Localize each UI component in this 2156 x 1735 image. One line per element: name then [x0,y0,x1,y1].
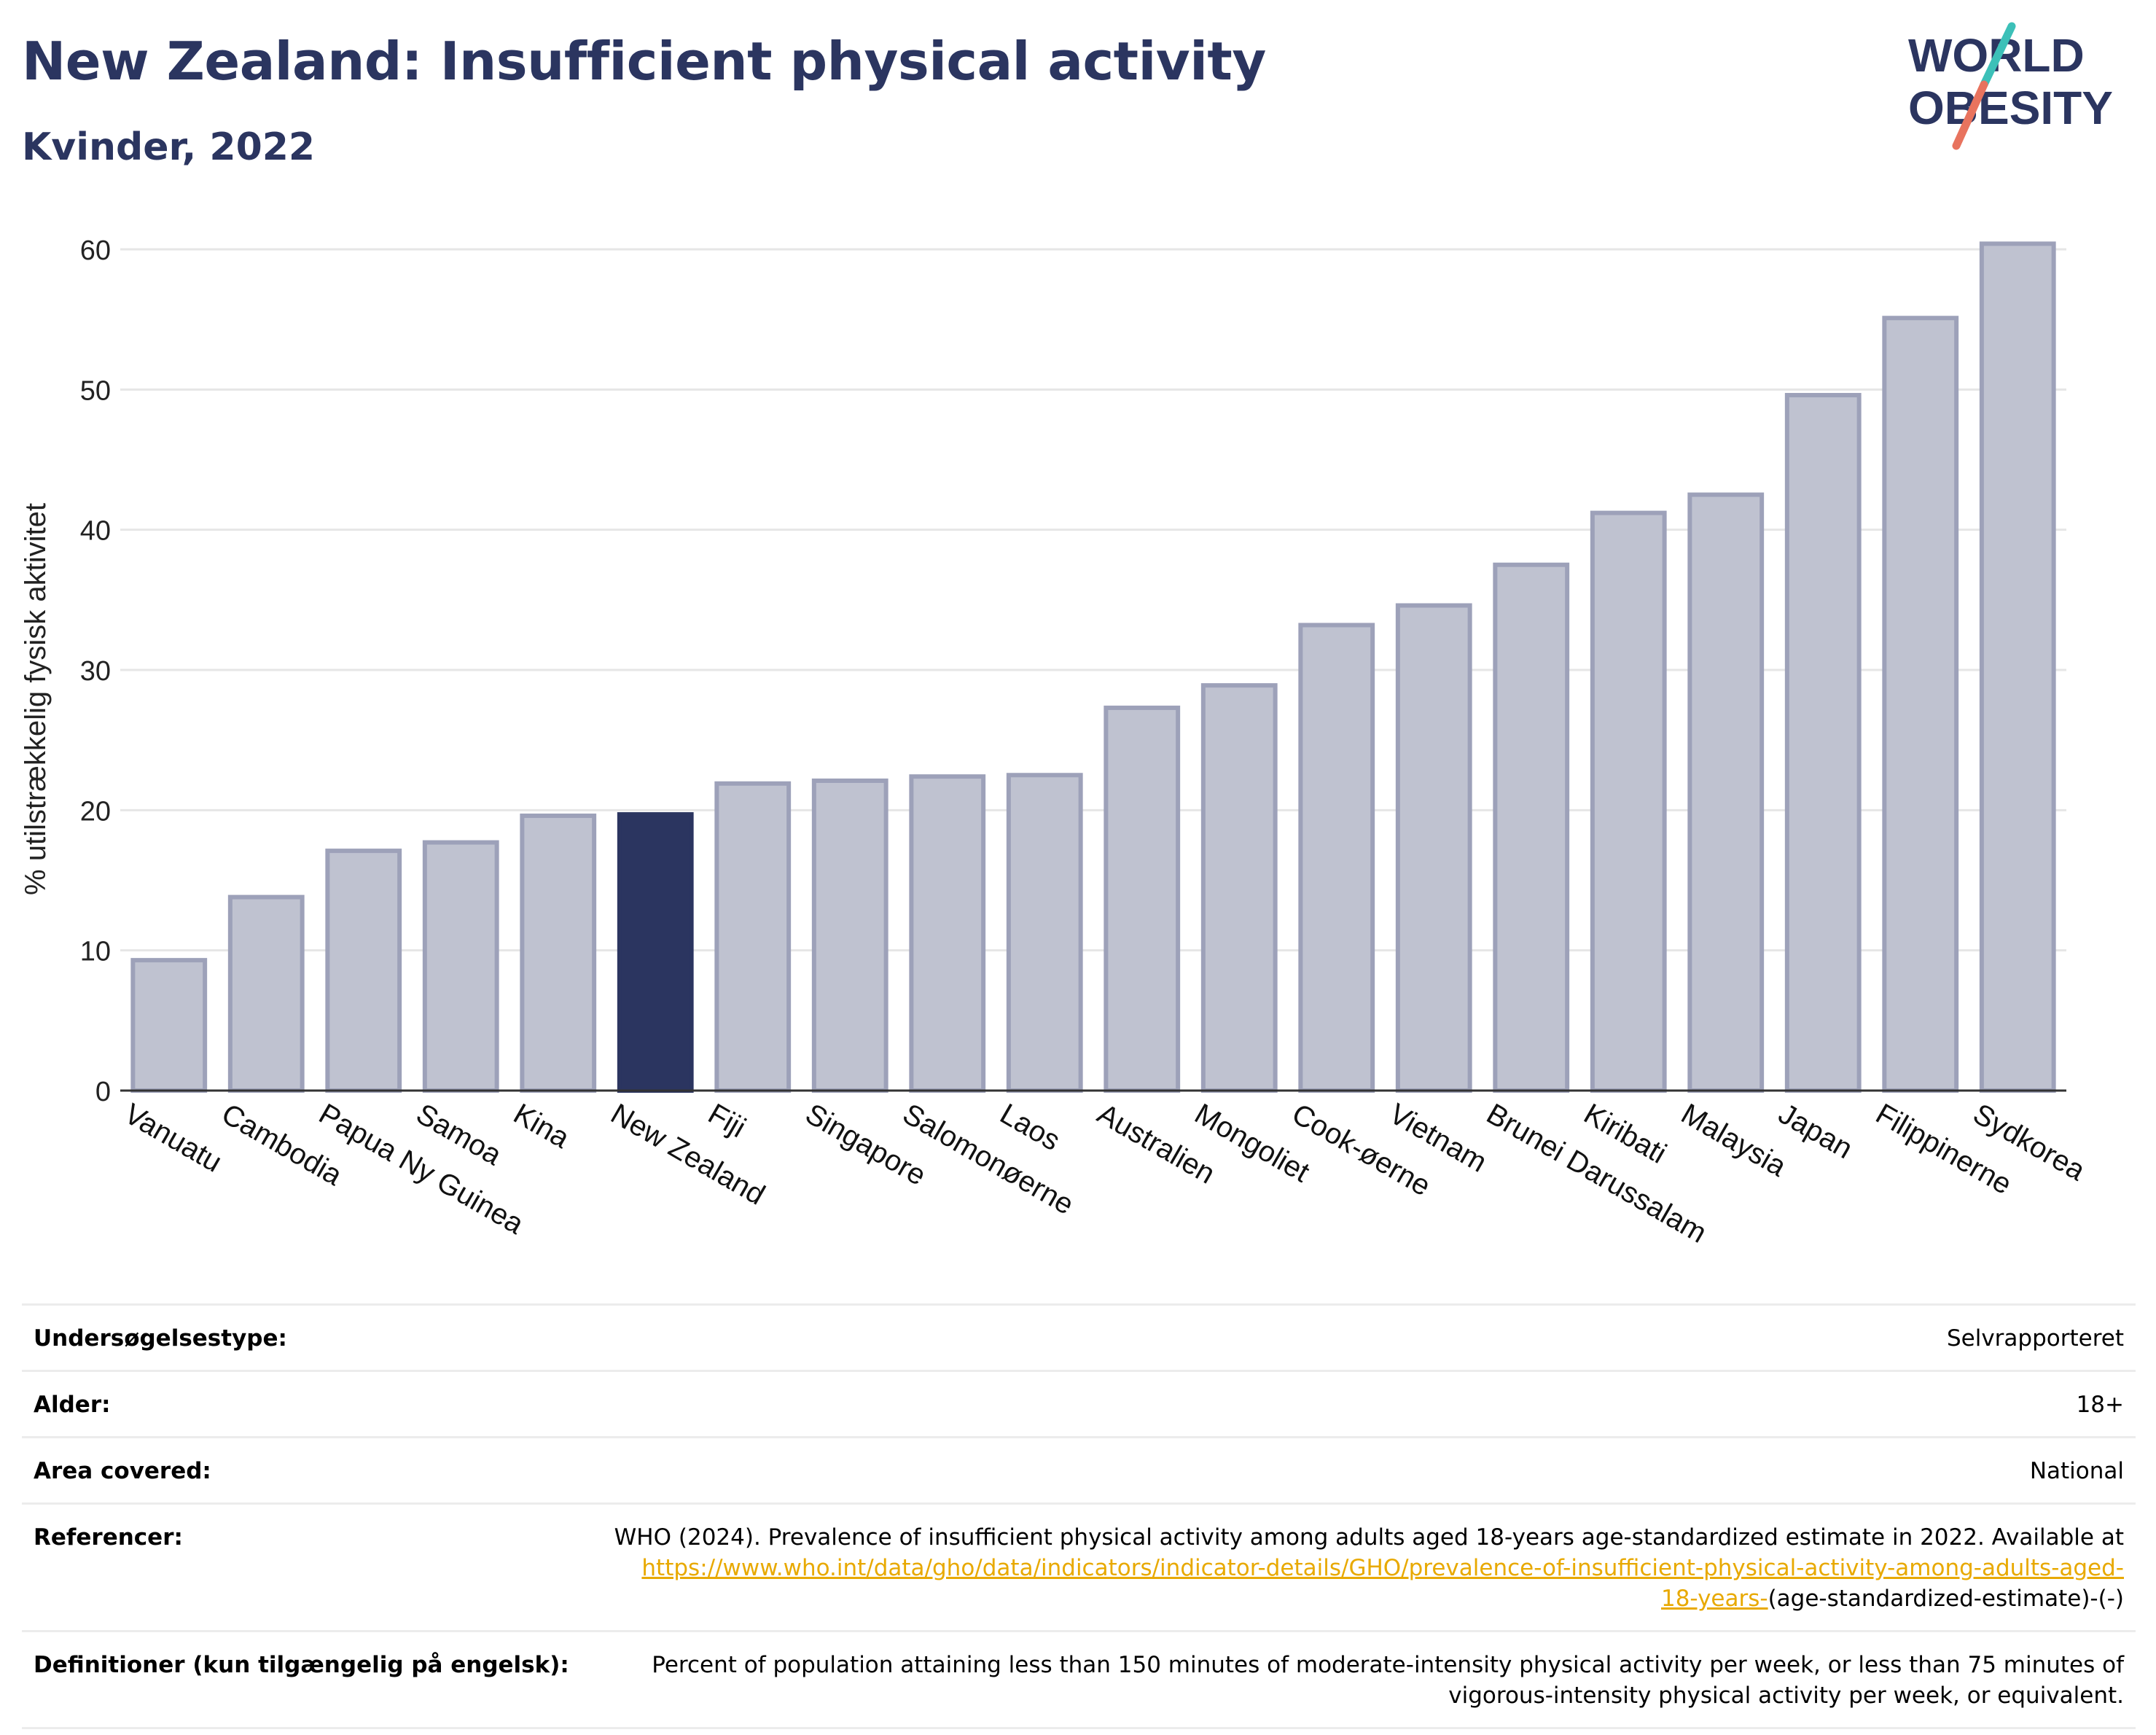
y-tick-label: 0 [95,1077,111,1107]
info-label: Undersøgelsestype: [34,1325,287,1352]
info-label: Area covered: [34,1458,211,1484]
info-value: Selvrapporteret [1946,1325,2124,1352]
references-text: WHO (2024). Prevalence of insufficient p… [614,1524,2124,1551]
bar-vanuatu [130,958,208,1093]
bar-filippinerne [1882,316,1959,1093]
bar-laos [1006,773,1083,1093]
info-value: 18+ [2076,1392,2124,1418]
bar-brunei-darussalam [1493,562,1570,1093]
bar-samoa [422,840,499,1093]
info-row-references: Referencer: WHO (2024). Prevalence of in… [22,1502,2136,1630]
grid-lines [120,248,2066,952]
bar-mongoliet [1200,683,1278,1093]
bar-cook-erne [1298,623,1375,1093]
x-tick-label: Fiji [703,1098,751,1145]
bar-cambodia [227,894,305,1093]
logo-line2: OBESITY [1908,82,2113,134]
references-suffix: (age-standardized-estimate)-(-) [1768,1586,2124,1612]
info-row-age: Alder: 18+ [22,1370,2136,1436]
bar-sydkorea [1979,241,2056,1093]
y-tick-labels: 0 10 20 30 40 50 60 [80,235,111,1107]
y-tick-label: 50 [80,375,111,406]
bar-japan [1784,393,1862,1093]
bar-fiji [714,781,792,1093]
logo-slash-coral [1952,80,1988,150]
y-axis-label: % utilstrækkelig fysisk aktivitet [20,503,52,895]
x-tick-label: Salomonøerne [897,1098,1079,1221]
x-tick-label: Vanuatu [119,1098,227,1179]
bars [130,241,2056,1093]
info-value: National [2029,1458,2124,1484]
y-tick-label: 40 [80,516,111,547]
bar-singapore [811,778,888,1093]
x-tick-label: Malaysia [1676,1098,1792,1183]
y-tick-label: 30 [80,656,111,687]
bar-salomon-erne [909,774,986,1093]
bar-malaysia [1687,492,1765,1093]
y-tick-label: 20 [80,796,111,827]
bar-australien [1104,705,1181,1093]
info-row-survey-type: Undersøgelsestype: Selvrapporteret [22,1303,2136,1370]
world-obesity-logo: WORLD OBESITY [1908,22,2113,150]
x-tick-label: Kina [508,1098,575,1155]
bar-papua-ny-guinea [325,849,402,1093]
definition-value: Percent of population attaining less tha… [652,1650,2124,1711]
references-link[interactable]: https://www.who.int/data/gho/data/indica… [641,1555,2124,1581]
info-table: Undersøgelsestype: Selvrapporteret Alder… [22,1303,2136,1729]
page-title: New Zealand: Insufficient physical activ… [22,31,1266,92]
bar-vietnam [1395,603,1472,1093]
y-tick-label: 10 [80,937,111,967]
logo-slash-teal [1980,22,2016,89]
bar-new-zealand [617,812,694,1093]
page-subtitle: Kvinder, 2022 [22,125,316,169]
definition-line-1: Percent of population attaining less tha… [652,1652,2124,1678]
x-tick-label: Laos [995,1098,1066,1157]
definition-line-2: vigorous-intensity physical activity per… [1448,1683,2124,1709]
info-label: Referencer: [34,1524,183,1551]
info-row-area: Area covered: National [22,1436,2136,1502]
info-label: Alder: [34,1392,111,1418]
references-link-continued[interactable]: 18-years- [1660,1586,1768,1612]
bar-kina [520,814,597,1093]
info-row-definition: Definitioner (kun tilgængelig på engelsk… [22,1630,2136,1729]
info-label: Definitioner (kun tilgængelig på engelsk… [34,1652,569,1678]
y-tick-label: 60 [80,235,111,266]
bar-kiribati [1590,510,1667,1093]
references-value: WHO (2024). Prevalence of insufficient p… [614,1522,2124,1614]
